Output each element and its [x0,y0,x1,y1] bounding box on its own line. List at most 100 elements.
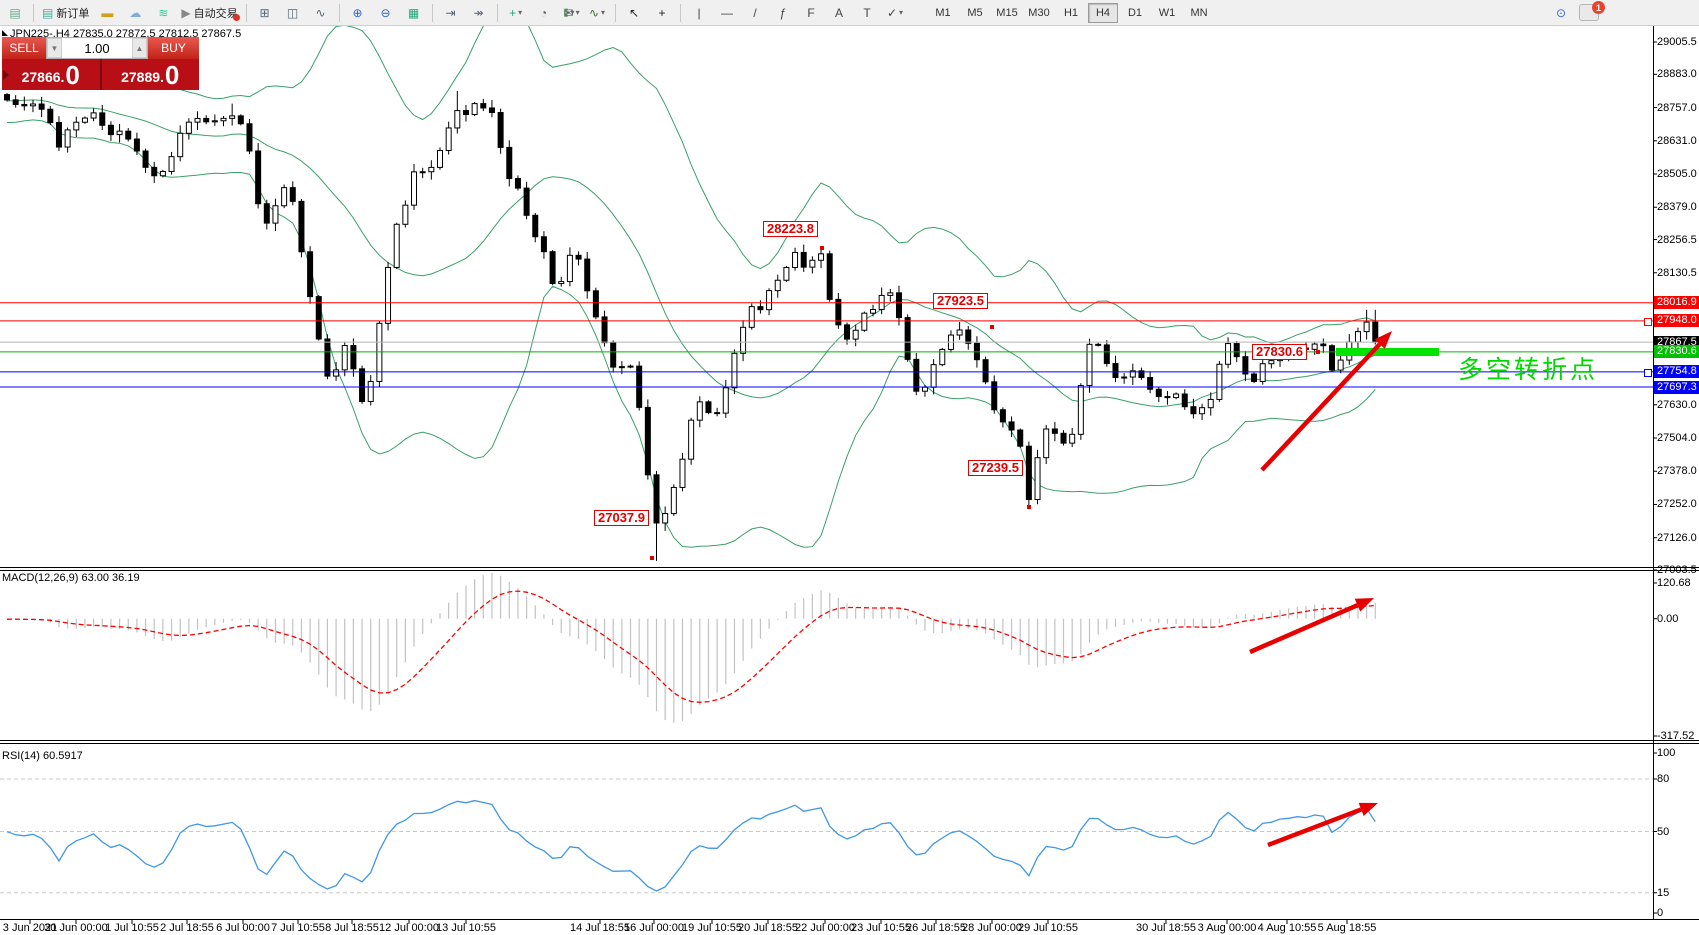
chat-icon[interactable]: 1 [1576,1,1605,24]
price-callout[interactable]: 27239.5 [968,460,1023,476]
auto-scroll-icon[interactable]: ↠ [466,2,492,24]
toolbar-separator [431,3,433,22]
dropdown-caret-icon[interactable]: ▾ [570,8,575,17]
axis-price-badge: 27948.0 [1654,314,1699,328]
period-icon: ◔ [539,5,548,20]
rsi-axis-label: 0 [1657,907,1664,919]
axis-tick-label: 28883.0 [1657,68,1697,81]
signals-icon: ≋ [158,5,169,20]
timeframe-m5[interactable]: M5 [967,6,983,19]
axis-price-badge: 27830.6 [1654,345,1699,359]
time-axis-label: 30 Jun 00:00 [44,922,108,934]
line-selection-handle[interactable] [1644,317,1652,326]
annotation-text[interactable]: 多空转折点 [1458,356,1599,384]
volume-value[interactable]: 1.00 [84,40,110,56]
chart-clipped-icon: ▤ [9,5,21,20]
period-icon[interactable]: ◔ [531,2,557,24]
trendline-icon: / [753,5,757,20]
chart-clipped-icon[interactable]: ▤ [2,2,28,24]
toolbar-separator [338,3,340,22]
sell-button[interactable]: SELL [2,37,46,59]
panel-collapse-icon[interactable] [3,70,9,80]
candle-chart-icon[interactable]: ‖ ▾ [556,2,582,24]
timeframe-m1[interactable]: M1 [935,6,951,19]
dropdown-caret-icon[interactable]: ▾ [899,8,904,17]
chart-marker-icon [2,30,8,36]
price-callout[interactable]: 28223.8 [763,221,818,237]
navigator-icon[interactable]: ∿ [308,2,334,24]
crosshair-icon[interactable]: + [649,2,675,24]
zoom-out-icon: ⊖ [380,5,391,20]
buy-button[interactable]: BUY [148,37,199,59]
chart-shift-icon[interactable]: ⇥ [438,2,464,24]
price-callout[interactable]: 27037.9 [594,510,649,526]
time-axis-label: 14 Jul 18:55 [570,922,630,934]
time-axis-label: 8 Jul 18:55 [325,922,379,934]
horizontal-line-icon[interactable]: — [714,2,740,24]
chart-canvas[interactable] [0,26,1699,935]
market-watch-icon: ◫ [286,5,299,20]
dropdown-caret-icon[interactable]: ▾ [601,8,606,17]
tile-windows-icon[interactable]: ▦ [401,2,427,24]
fibonacci-icon[interactable]: ƒ [770,2,796,24]
volume-increase-button[interactable]: ▲ [132,38,147,58]
rsi-label: RSI(14) 60.5917 [2,750,83,762]
axis-price-badge: 27697.3 [1654,380,1699,394]
zoom-in-icon[interactable]: ⊕ [345,2,371,24]
zoom-out-icon[interactable]: ⊖ [373,2,399,24]
timeframe-m15[interactable]: M15 [996,6,1018,19]
macd-axis-label: -317.52 [1657,730,1695,742]
time-axis-label: 28 Jul 00:00 [962,922,1022,934]
volume-decrease-button[interactable]: ▼ [47,38,62,58]
volume-stepper[interactable]: ▼ 1.00 ▲ [46,37,148,59]
timeframe-mn[interactable]: MN [1190,6,1208,19]
vertical-line-icon[interactable]: | [686,2,712,24]
mail-icon[interactable]: ✉ ▾ [559,2,585,24]
axis-tick-label: 28757.0 [1657,101,1697,114]
search-icon[interactable]: ⊙ [1548,2,1574,24]
mail-icon: ✉ [563,5,574,20]
market-watch-icon[interactable]: ◫ [280,2,306,24]
buy-price[interactable]: 27889. 0 [102,59,200,90]
data-window-icon[interactable]: ⊞ [252,2,278,24]
tile-windows-icon: ▦ [407,5,420,20]
trendline-icon[interactable]: / [742,2,768,24]
timeframe-h1[interactable]: H1 [1063,6,1079,19]
new-order-button[interactable]: ▤ 新订单 [39,2,92,24]
line-chart-icon[interactable]: ∿ ▾ [584,2,610,24]
timeframe-d1[interactable]: D1 [1127,6,1143,19]
signals-icon[interactable]: ≋ [150,2,176,24]
arrows-tool-icon[interactable]: ✓ ▾ [882,2,908,24]
data-window-icon: ⊞ [259,5,270,20]
cursor-icon[interactable]: ↖ [621,2,647,24]
label-icon[interactable]: T [854,2,880,24]
gold-icon[interactable]: ▬ [94,2,120,24]
cloud-icon[interactable]: ☁ [122,2,148,24]
axis-tick-label: 27504.0 [1657,432,1697,444]
timeframe-h4[interactable]: H4 [1088,2,1118,23]
navigator-icon: ∿ [315,5,326,20]
price-callout[interactable]: 27923.5 [933,293,988,309]
time-axis-label: 12 Jul 00:00 [379,922,439,934]
search-icon: ⊙ [1555,5,1567,20]
chart-area[interactable]: JPN225-,H4 27835.0 27872.5 27812.5 27867… [0,26,1699,935]
time-axis-label: 1 Jul 10:55 [105,922,159,934]
dropdown-caret-icon[interactable]: ▾ [518,8,523,17]
callout-anchor [820,246,824,250]
sell-price[interactable]: 27866. 0 [2,59,102,90]
rsi-axis-label: 50 [1657,825,1670,838]
text-icon[interactable]: A [826,2,852,24]
axis-tick-label: 28631.0 [1657,134,1697,147]
autotrading-button[interactable]: ▶ 自动交易 [178,2,240,24]
toolbar-separator [496,3,498,22]
time-axis-label: 19 Jul 10:55 [682,922,742,934]
chat-bubble-icon[interactable]: 1 [1579,1,1605,21]
dropdown-caret-icon[interactable]: ▾ [575,8,580,17]
fibo-fan-icon[interactable]: F [798,2,824,24]
timeframe-w1[interactable]: W1 [1158,6,1176,19]
line-selection-handle[interactable] [1644,368,1652,377]
timeframe-m30[interactable]: M30 [1028,6,1050,19]
new-chart-button[interactable]: + ▾ [503,2,529,24]
price-callout[interactable]: 27830.6 [1252,344,1307,360]
